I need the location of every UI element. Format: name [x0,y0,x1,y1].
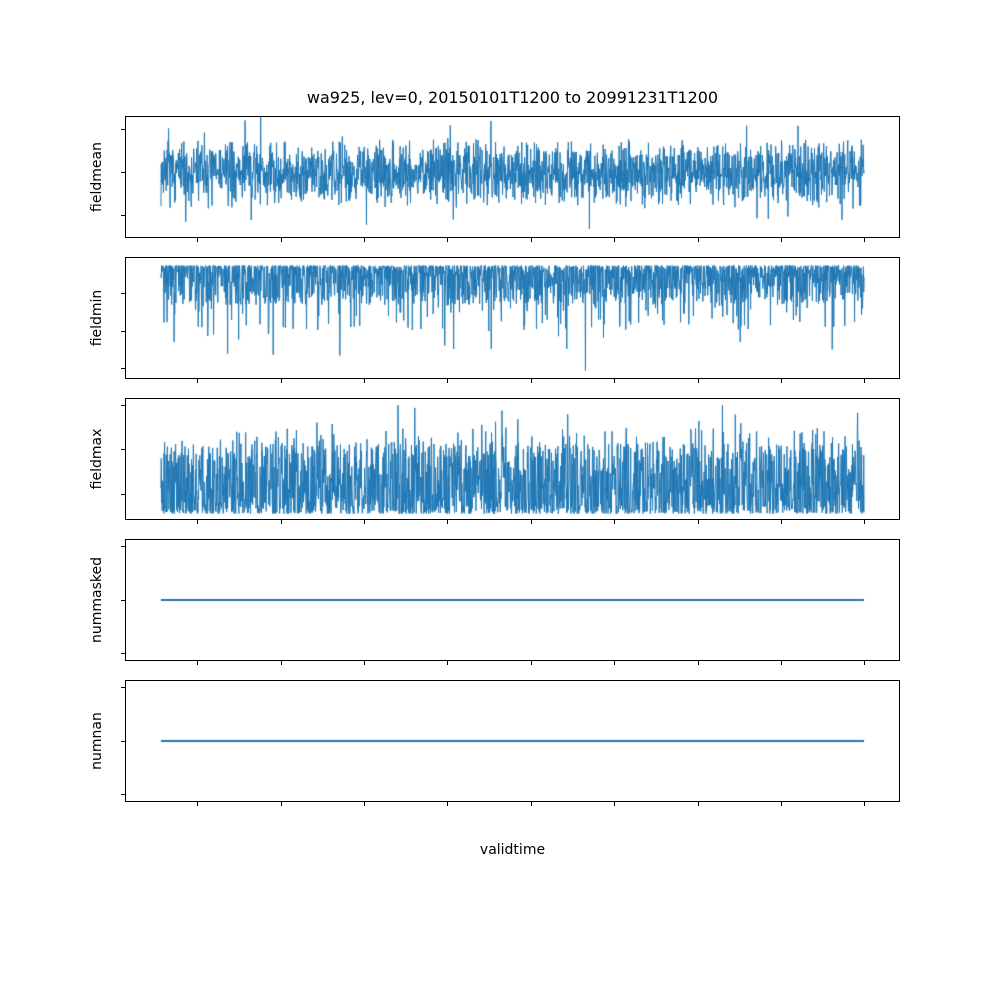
y-axis-label-numnan: numnan [89,712,105,770]
x-tick-mark [363,520,365,524]
y-axis-label-fieldmin: fieldmin [89,289,105,347]
x-tick-mark [197,379,199,383]
plot-canvas-fieldmin [126,258,899,378]
x-tick-mark [781,661,783,665]
x-tick-mark [197,238,199,242]
x-tick-mark [614,802,616,806]
x-tick-mark [280,238,282,242]
x-tick-mark [447,802,449,806]
x-tick-mark [447,379,449,383]
y-tick-mark [121,449,125,451]
x-axis-label: validtime [479,842,546,858]
y-tick-mark [121,404,125,406]
y-tick-mark [121,493,125,495]
x-tick-mark [280,379,282,383]
x-tick-mark [197,520,199,524]
plot-area-fieldmin [125,257,900,379]
y-tick-mark [121,293,125,295]
x-tick-mark [447,238,449,242]
x-tick-mark [781,379,783,383]
y-tick-mark [121,653,125,655]
x-tick-mark [280,661,282,665]
x-tick-mark [781,238,783,242]
y-tick-mark [121,794,125,796]
x-tick-mark [697,379,699,383]
x-tick-mark [447,520,449,524]
plot-canvas-numnan [126,681,899,801]
x-tick-mark [864,238,866,242]
y-axis-label-fieldmean: fieldmean [89,142,105,212]
x-tick-mark [363,661,365,665]
x-tick-mark [447,661,449,665]
x-tick-mark [697,238,699,242]
plot-area-fieldmean [125,116,900,238]
x-tick-mark [781,520,783,524]
y-axis-label-fieldmax: fieldmax [89,428,105,490]
x-tick-mark [697,802,699,806]
y-tick-mark [121,740,125,742]
x-tick-mark [530,379,532,383]
y-tick-mark [121,686,125,688]
y-tick-mark [121,330,125,332]
x-tick-mark [530,802,532,806]
x-tick-mark [530,520,532,524]
y-tick-mark [121,368,125,370]
x-tick-mark [781,802,783,806]
x-tick-mark [197,661,199,665]
x-tick-mark [864,802,866,806]
y-tick-mark [121,545,125,547]
y-tick-mark [121,214,125,216]
plot-canvas-nummasked [126,540,899,660]
x-tick-mark [530,661,532,665]
x-tick-mark [530,238,532,242]
plot-area-nummasked [125,539,900,661]
x-tick-mark [363,802,365,806]
y-tick-mark [121,171,125,173]
x-tick-mark [864,520,866,524]
x-tick-mark [614,661,616,665]
y-tick-mark [121,599,125,601]
chart-title: wa925, lev=0, 20150101T1200 to 20991231T… [306,88,719,107]
x-tick-mark [614,379,616,383]
x-tick-mark [697,520,699,524]
x-tick-mark [280,802,282,806]
x-tick-mark [280,520,282,524]
plot-canvas-fieldmean [126,117,899,237]
plot-area-numnan [125,680,900,802]
x-tick-mark [363,379,365,383]
y-tick-mark [121,128,125,130]
x-tick-mark [864,661,866,665]
x-tick-mark [864,379,866,383]
x-tick-mark [614,238,616,242]
x-tick-mark [614,520,616,524]
x-tick-mark [363,238,365,242]
x-tick-mark [197,802,199,806]
x-tick-mark [697,661,699,665]
plot-canvas-fieldmax [126,399,899,519]
y-axis-label-nummasked: nummasked [89,556,105,644]
plot-area-fieldmax [125,398,900,520]
